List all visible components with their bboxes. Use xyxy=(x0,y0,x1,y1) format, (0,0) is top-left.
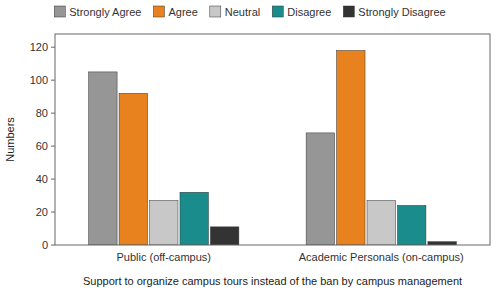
y-axis: 0 20 40 60 80 100 120 xyxy=(30,41,55,251)
x-axis: Public (off-campus) Academic Personals (o… xyxy=(116,251,463,263)
legend-swatch xyxy=(343,6,354,17)
tick-mark xyxy=(51,113,55,114)
bar xyxy=(89,72,117,245)
bar xyxy=(367,200,395,245)
legend-label: Disagree xyxy=(287,6,331,18)
tick-mark xyxy=(51,245,55,246)
bars xyxy=(89,50,457,245)
plot-frame xyxy=(55,34,490,245)
legend-swatch xyxy=(153,6,164,17)
bar xyxy=(119,93,147,245)
tick-label: 60 xyxy=(36,140,48,152)
tick-mark xyxy=(51,80,55,81)
legend-label: Agree xyxy=(168,6,197,18)
tick-label: 0 xyxy=(42,239,48,251)
tick-label: 40 xyxy=(36,173,48,185)
legend-item: Disagree xyxy=(272,6,331,18)
legend-item: Agree xyxy=(153,6,197,18)
legend-label: Neutral xyxy=(225,6,260,18)
bar xyxy=(306,133,334,245)
tick-label: 100 xyxy=(30,74,48,86)
legend-item: Strongly Agree xyxy=(54,6,141,18)
chart: 0 20 40 60 80 100 120 Public (off-campus) Academ… xyxy=(0,0,500,303)
tick-label: 80 xyxy=(36,107,48,119)
bar xyxy=(397,205,425,245)
tick-mark xyxy=(51,179,55,180)
legend-swatch xyxy=(54,6,65,17)
tick-mark xyxy=(51,146,55,147)
legend-swatch xyxy=(210,6,221,17)
legend: Strongly Agree Agree Neutral Disagree Strong… xyxy=(54,6,445,18)
legend-label: Strongly Disagree xyxy=(358,6,445,18)
tick-mark xyxy=(51,47,55,48)
tick-label: Academic Personals (on-campus) xyxy=(299,251,464,263)
bar xyxy=(150,200,178,245)
y-axis-label: Numbers xyxy=(4,117,16,162)
bar xyxy=(210,227,238,245)
tick-label: 20 xyxy=(36,206,48,218)
legend-item: Neutral xyxy=(210,6,260,18)
bar xyxy=(337,50,365,245)
tick-mark xyxy=(51,212,55,213)
tick-label: Public (off-campus) xyxy=(116,251,211,263)
bar xyxy=(180,192,208,245)
legend-item: Strongly Disagree xyxy=(343,6,445,18)
legend-label: Strongly Agree xyxy=(69,6,141,18)
tick-label: 120 xyxy=(30,41,48,53)
legend-swatch xyxy=(272,6,283,17)
x-axis-label: Support to organize campus tours instead… xyxy=(83,275,462,287)
